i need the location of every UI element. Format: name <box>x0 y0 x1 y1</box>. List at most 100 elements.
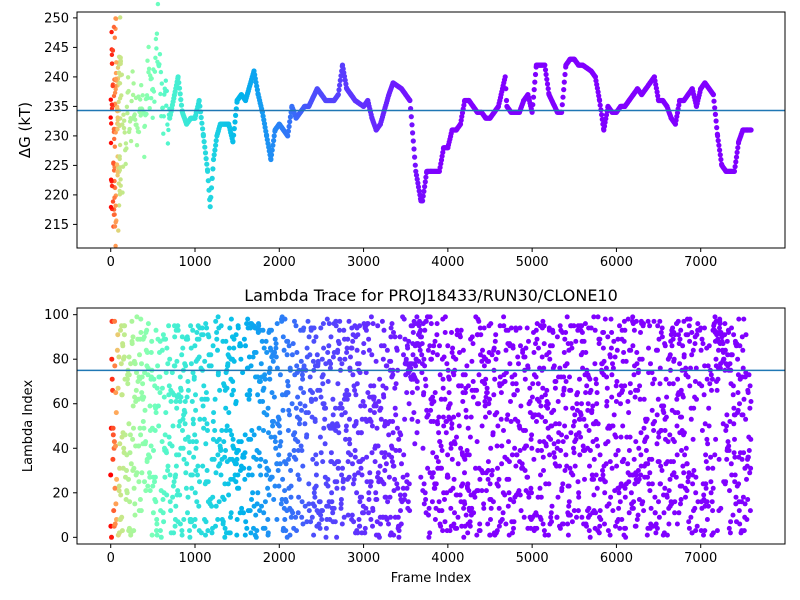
lambda-point-2500 <box>726 443 732 449</box>
lambda-point-1569 <box>493 332 499 338</box>
delta-g-point-526 <box>415 184 422 190</box>
lambda-point-2305 <box>677 361 683 367</box>
lambda-point-381 <box>203 390 209 396</box>
lambda-point-2400 <box>702 528 708 534</box>
delta-g-point-1156 <box>118 55 123 60</box>
lambda-point-737 <box>293 323 299 329</box>
lambda-point-561 <box>250 490 256 496</box>
lambda-point-1088 <box>375 323 381 329</box>
lambda-point-48 <box>120 343 126 349</box>
lambda-point-816 <box>313 452 319 458</box>
lambda-point-366 <box>200 463 206 469</box>
lambda-point-2538 <box>735 356 741 362</box>
lambda-point-765 <box>300 376 306 382</box>
lambda-point-2172 <box>644 416 650 422</box>
lambda-point-2283 <box>671 470 677 476</box>
lambda-point-2175 <box>645 461 651 467</box>
lambda-point-1882 <box>572 463 578 469</box>
lambda-point-2431 <box>710 508 716 514</box>
delta-g-point-290 <box>268 156 274 163</box>
lambda-point-829 <box>316 521 322 527</box>
lambda-point-2129 <box>633 523 639 529</box>
delta-g-point-32 <box>122 118 127 123</box>
lambda-point-2296 <box>674 521 680 527</box>
delta-g-point-713 <box>530 102 536 108</box>
lambda-point-1370 <box>444 490 450 496</box>
lambda-point-1783 <box>548 436 554 442</box>
lambda-point-1819 <box>557 323 563 329</box>
lambda-point-2032 <box>609 372 615 378</box>
lambda-point-146 <box>144 327 150 333</box>
lambda-point-1723 <box>534 512 540 518</box>
delta-g-point-197 <box>210 166 216 172</box>
lambda-point-1892 <box>575 479 581 485</box>
lambda-point-2298 <box>675 410 681 416</box>
lambda-point-443 <box>221 497 227 502</box>
lambda-point-1614 <box>505 503 511 509</box>
lambda-point-1547 <box>487 481 493 487</box>
lambda-point-1659 <box>517 425 523 431</box>
lambda-point-2366 <box>691 468 697 473</box>
lambda-point-407 <box>211 456 217 462</box>
lambda-point-1635 <box>511 499 517 505</box>
delta-g-point-193 <box>207 204 213 210</box>
lambda-point-465 <box>226 492 232 498</box>
lambda-point-2162 <box>641 396 647 402</box>
lambda-point-1858 <box>566 499 572 505</box>
lambda-point-2499 <box>726 330 732 335</box>
lambda-point-2347 <box>686 323 692 329</box>
lambda-point-433 <box>218 323 224 329</box>
lambda-point-52 <box>121 445 127 451</box>
lambda-point-1955 <box>590 403 596 409</box>
lambda-point-1029 <box>362 403 368 409</box>
lambda-point-611 <box>262 525 268 531</box>
lambda-point-2321 <box>680 463 686 469</box>
lambda-point-1512 <box>479 488 485 494</box>
lambda-point-2045 <box>613 452 619 458</box>
lambda-point-1267 <box>418 327 424 333</box>
lambda-point-1253 <box>414 314 420 320</box>
lambda-point-1803 <box>553 421 559 427</box>
delta-g-y-axis-label: ΔG (kT) <box>16 102 34 158</box>
lambda-point-617 <box>264 350 270 355</box>
lambda-point-339 <box>192 490 198 496</box>
lambda-point-725 <box>290 510 296 516</box>
lambda-point-1338 <box>436 414 442 420</box>
lambda-point-900 <box>333 405 338 411</box>
lambda-point-2351 <box>687 316 693 322</box>
lambda-point-783 <box>305 318 311 324</box>
lambda-point-2429 <box>709 499 715 505</box>
lambda-x-tick-label: 4000 <box>431 551 464 566</box>
lambda-point-1918 <box>581 416 587 422</box>
lambda-point-129 <box>139 374 145 380</box>
lambda-point-1686 <box>525 474 531 480</box>
lambda-point-1678 <box>522 376 528 382</box>
delta-g-point-186 <box>203 156 209 162</box>
lambda-point-1679 <box>523 428 528 433</box>
lambda-point-657 <box>273 341 279 347</box>
lambda-point-1143 <box>388 358 394 364</box>
lambda-point-650 <box>272 350 278 355</box>
lambda-point-1365 <box>442 330 448 335</box>
lambda-point-890 <box>330 412 336 418</box>
lambda-point-2524 <box>732 436 737 442</box>
lambda-point-792 <box>308 519 314 525</box>
lambda-point-1721 <box>533 327 539 333</box>
lambda-point-1417 <box>454 327 460 333</box>
lambda-point-2497 <box>725 439 731 445</box>
lambda-point-12 <box>111 508 117 514</box>
lambda-point-376 <box>203 532 208 538</box>
lambda-point-364 <box>199 325 205 331</box>
lambda-point-1145 <box>388 325 394 331</box>
lambda-point-1329 <box>434 454 439 460</box>
lambda-point-1863 <box>567 512 573 518</box>
lambda-point-957 <box>346 392 352 398</box>
delta-g-point-92 <box>150 115 155 121</box>
lambda-point-1139 <box>387 494 393 500</box>
lambda-point-143 <box>143 488 149 494</box>
lambda-point-2107 <box>628 347 634 353</box>
lambda-point-933 <box>340 465 345 471</box>
lambda-point-801 <box>310 456 316 462</box>
lambda-point-1810 <box>555 494 561 500</box>
lambda-point-1509 <box>478 332 484 338</box>
